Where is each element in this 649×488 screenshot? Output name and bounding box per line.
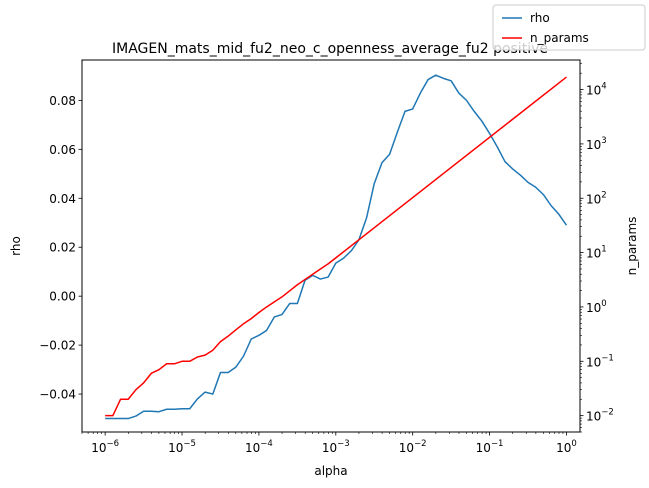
x-tick-label: 10−1 [476, 439, 504, 455]
y-tick-label: 0.00 [49, 290, 76, 304]
y2-tick-label: 103 [586, 136, 607, 152]
y-axis-label: rho [9, 236, 23, 256]
y2-axis-ticks: 10−2 10−1 100 101 102 103 104 [580, 63, 614, 433]
legend-label-n-params: n_params [530, 31, 589, 45]
y2-axis-label: n_params [625, 217, 639, 276]
y-tick-label: 0.02 [49, 241, 76, 255]
x-tick-label: 10−3 [322, 439, 350, 455]
x-axis-ticks: 10−6 10−5 10−4 10−3 10−2 10−1 100 [81, 432, 577, 455]
y2-tick-label: 104 [586, 82, 607, 98]
y-tick-label: −0.02 [39, 339, 76, 353]
y2-tick-label: 10−1 [586, 353, 614, 369]
plot-frame [81, 59, 581, 433]
y-tick-label: 0.06 [49, 143, 76, 157]
plot-lines [105, 74, 568, 420]
y-axis-ticks: −0.04 −0.02 0.00 0.02 0.04 0.06 0.08 [39, 94, 82, 402]
x-tick-label: 10−5 [168, 439, 196, 455]
y-tick-label: −0.04 [39, 388, 76, 402]
series-line-rho [105, 74, 568, 420]
y-tick-label: 0.04 [49, 192, 76, 206]
x-tick-label: 10−6 [91, 439, 119, 455]
y2-tick-label: 101 [586, 245, 607, 261]
x-tick-label: 10−4 [245, 439, 273, 455]
chart-title: IMAGEN_mats_mid_fu2_neo_c_openness_avera… [112, 41, 548, 57]
x-tick-label: 100 [556, 439, 577, 455]
legend-label-rho: rho [530, 11, 550, 25]
x-tick-label: 10−2 [399, 439, 427, 455]
x-axis-label: alpha [314, 464, 347, 478]
y2-tick-label: 10−2 [586, 408, 614, 424]
legend: rho n_params [492, 4, 646, 51]
series-line-n-params [105, 76, 567, 417]
y2-tick-label: 100 [586, 299, 607, 315]
y-tick-label: 0.08 [49, 94, 76, 108]
legend-box [492, 4, 646, 51]
y2-tick-label: 102 [586, 190, 607, 206]
